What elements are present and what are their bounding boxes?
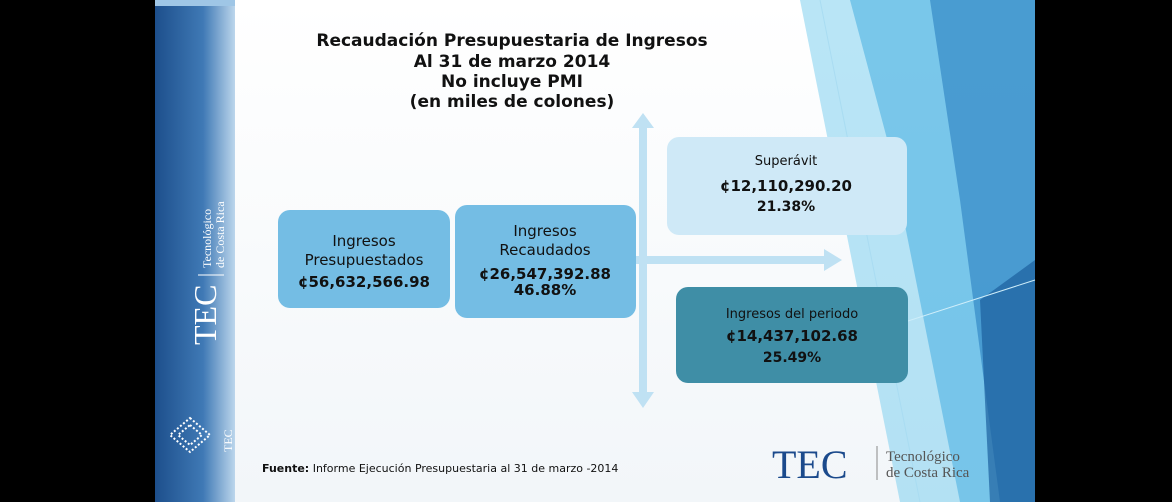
sidebar-name: de Costa Rica: [213, 201, 227, 268]
sidebar-logo: TEC: [187, 285, 223, 345]
box: [667, 137, 907, 235]
box-label: Recaudados: [499, 241, 590, 259]
title-line: No incluye PMI: [441, 72, 583, 92]
brand-logo: TEC: [772, 442, 848, 487]
box-label: Presupuestados: [305, 251, 424, 269]
sidebar-emblem: [168, 416, 212, 454]
box-label: Ingresos del periodo: [726, 307, 858, 322]
box: [278, 210, 450, 308]
box-percent: 25.49%: [763, 350, 821, 366]
title-line: Al 31 de marzo 2014: [414, 52, 611, 72]
arrows: [632, 113, 842, 408]
decoration: [980, 260, 1035, 502]
box-label: Superávit: [755, 154, 817, 169]
box-percent: 21.38%: [757, 199, 815, 215]
box-label: Ingresos: [513, 222, 577, 240]
title-line: Recaudación Presupuestaria de Ingresos: [316, 31, 707, 51]
sidebar-top: [155, 0, 235, 6]
sidebar-small-logo: TEC: [221, 429, 235, 452]
box-amount: ¢14,437,102.68: [726, 327, 858, 345]
sidebar: [155, 0, 235, 502]
box-amount: ¢12,110,290.20: [720, 177, 852, 195]
footer-label: Fuente:: [262, 462, 309, 475]
box: [455, 205, 636, 318]
box-label: Ingresos: [332, 232, 396, 250]
brand-name: de Costa Rica: [886, 465, 970, 481]
brand-name: Tecnológico: [886, 449, 960, 465]
decoration-line: [819, 0, 921, 502]
box: [676, 287, 908, 383]
footer-text: Informe Ejecución Presupuestaria al 31 d…: [313, 462, 619, 475]
sidebar-name: Tecnológico: [200, 209, 214, 268]
box-amount: ¢56,632,566.98: [298, 273, 430, 291]
box-percent: 46.88%: [514, 281, 576, 299]
footer: Fuente: Informe Ejecución Presupuestaria…: [262, 462, 618, 475]
title-line: (en miles de colones): [410, 92, 615, 112]
box-amount: ¢26,547,392.88: [479, 265, 611, 283]
